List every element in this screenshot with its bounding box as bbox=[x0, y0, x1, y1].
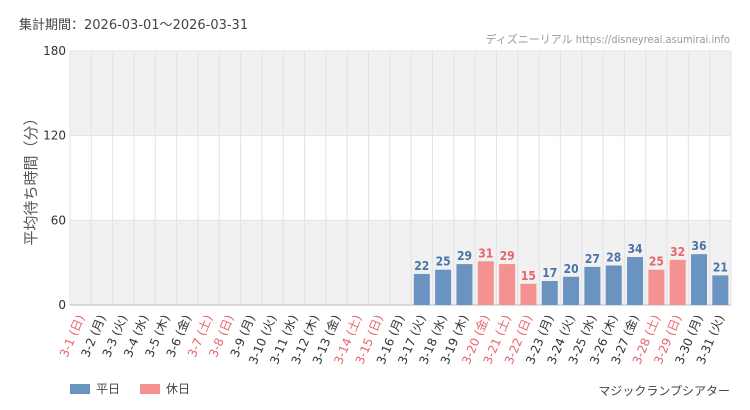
value-label: 29 bbox=[500, 249, 515, 263]
y-tick-label: 60 bbox=[51, 213, 66, 227]
y-tick-label: 180 bbox=[43, 44, 66, 58]
bar-3-26 bbox=[605, 265, 622, 305]
bar-3-19 bbox=[456, 264, 473, 305]
bar-3-29 bbox=[669, 259, 686, 305]
attraction-name: マジックランプシアター bbox=[598, 384, 730, 398]
band-0 bbox=[70, 51, 731, 136]
bar-3-27 bbox=[627, 257, 644, 305]
bar-3-24 bbox=[563, 276, 580, 305]
legend-swatch-holiday bbox=[140, 383, 161, 394]
bar-3-18 bbox=[435, 269, 452, 305]
bar-3-30 bbox=[691, 254, 708, 305]
value-label: 20 bbox=[564, 262, 579, 276]
value-label: 17 bbox=[542, 266, 557, 280]
bar-3-21 bbox=[499, 264, 516, 305]
y-tick-label: 120 bbox=[43, 129, 66, 143]
bar-3-20 bbox=[477, 261, 494, 305]
legend-swatch-weekday bbox=[70, 383, 90, 394]
period-label: 集計期間：2026-03-01〜2026-03-31 bbox=[19, 18, 249, 33]
legend-item-holiday: 休日 bbox=[140, 380, 190, 397]
value-label: 34 bbox=[628, 242, 644, 256]
bar-3-17 bbox=[413, 273, 430, 305]
y-axis-label: 平均待ち時間（分） bbox=[22, 110, 40, 245]
bar-3-28 bbox=[648, 269, 665, 305]
value-label: 31 bbox=[478, 246, 493, 260]
legend-label-weekday: 平日 bbox=[96, 382, 121, 396]
legend-label-holiday: 休日 bbox=[166, 382, 191, 396]
value-label: 36 bbox=[692, 239, 707, 253]
site-credit: ディズニーリアル https://disneyreal.asumirai.inf… bbox=[485, 33, 730, 46]
bar-3-22 bbox=[520, 283, 537, 305]
value-label: 21 bbox=[713, 260, 728, 274]
value-label: 25 bbox=[436, 255, 451, 269]
bar-3-31 bbox=[712, 275, 729, 305]
value-label: 15 bbox=[521, 269, 536, 283]
value-label: 32 bbox=[670, 245, 685, 259]
value-label: 25 bbox=[649, 255, 664, 269]
value-label: 29 bbox=[457, 249, 472, 263]
bar-3-25 bbox=[584, 266, 601, 305]
bar-3-23 bbox=[541, 281, 558, 305]
value-label: 28 bbox=[606, 250, 621, 264]
value-label: 22 bbox=[414, 259, 429, 273]
value-label: 27 bbox=[585, 252, 600, 266]
y-tick-label: 0 bbox=[58, 298, 66, 312]
legend-item-weekday: 平日 bbox=[70, 380, 120, 397]
legend: 平日 休日 bbox=[70, 380, 210, 397]
